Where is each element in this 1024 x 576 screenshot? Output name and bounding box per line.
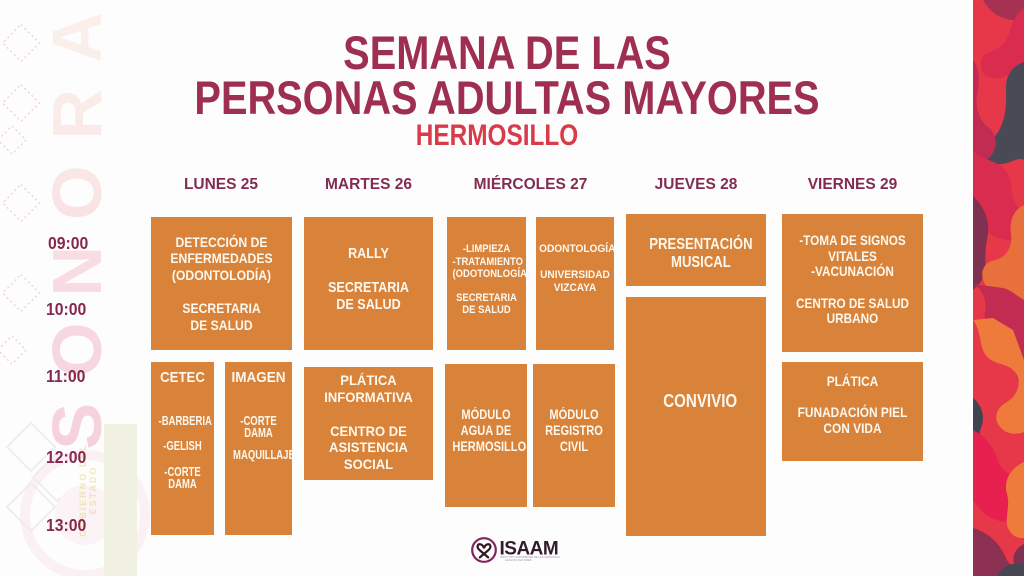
svg-text:INSTITUTO SONORENSE DE LAS PER: INSTITUTO SONORENSE DE LAS PERSONAS	[500, 555, 560, 559]
svg-text:ISAAM: ISAAM	[500, 539, 559, 560]
svg-text:ADULTAS MAYORES: ADULTAS MAYORES	[505, 558, 532, 562]
